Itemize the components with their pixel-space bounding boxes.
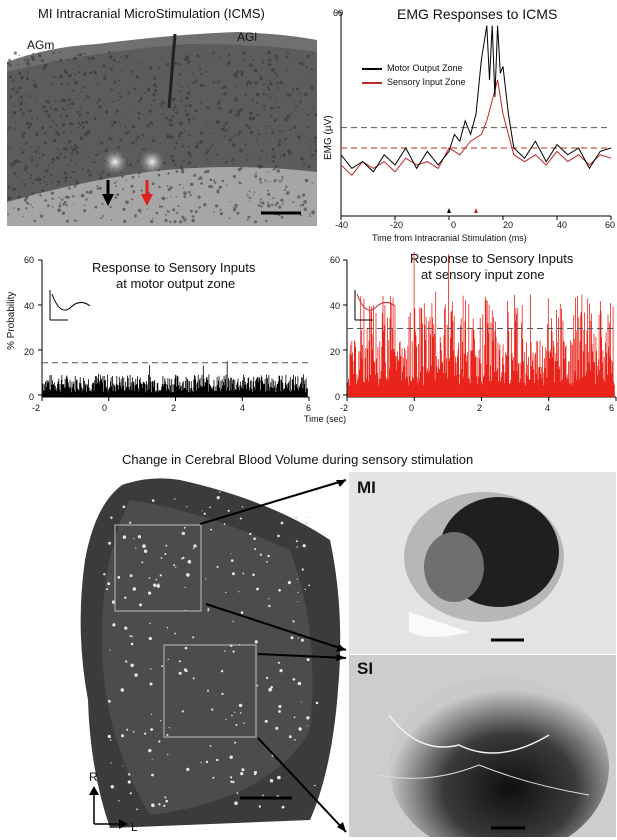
motor-ytick: 0 [29,392,35,402]
motor-xtick: -2 [32,403,41,413]
icms-histology-image: AGm AGl [7,22,317,226]
sensory-xtick: -2 [340,403,349,413]
emg-stim-marker-sensory [474,208,478,213]
emg-ylabel: EMG (µV) [323,115,334,160]
motor-xtick: 2 [171,403,177,413]
emg-xtick: 40 [557,220,568,230]
si-inset-image: SI [349,655,616,837]
sensory-xtick: 2 [477,403,483,413]
agm-label: AGm [27,38,55,52]
sensory-ytick: 0 [335,392,341,402]
sensory-ytick: 60 [330,255,341,265]
sensory-svg-inset-waveform [356,293,396,311]
motor-zone-ylabel: % Probability [6,291,17,350]
motor-ytick: 20 [24,347,35,357]
emg-xtick: 0 [451,220,457,230]
sensory-svg-bars [347,252,615,397]
mi-inset-image: MI [349,472,616,654]
motor-svg-inset-waveform [51,293,91,311]
icms-histology-title: MI Intracranial MicroStimulation (ICMS) [38,6,265,21]
motor-zone-title-2: at motor output zone [116,276,236,291]
sensory-zone-title-1: Response to Sensory Inputs [410,251,574,266]
motor-ytick: 40 [24,301,35,311]
motor-xtick: 6 [306,403,312,413]
orientation-r-label: R [89,770,98,784]
time-xlabel: Time (sec) [304,414,347,424]
cbv-brain-slice [70,470,350,835]
emg-xtick: 20 [503,220,514,230]
sensory-ytick: 40 [330,301,341,311]
emg-xtick: 60 [605,220,616,230]
cbv-connector-lines [199,479,347,833]
sensory-xtick: 6 [609,403,615,413]
emg-ytick-60: 60 [333,8,344,18]
si-inset-label: SI [357,659,374,678]
cbv-title: Change in Cerebral Blood Volume during s… [122,452,474,467]
orientation-arrows-icon [89,786,128,829]
emg-chart [337,11,612,220]
motor-zone-histogram [38,259,310,401]
motor-svg-bars [42,361,308,397]
orientation-l-label: L [131,820,138,834]
emg-chart-title: EMG Responses to ICMS [397,6,558,22]
sensory-xtick: 0 [409,403,415,413]
emg-legend-sensory: Sensory Input Zone [387,77,466,87]
sensory-xtick: 4 [545,403,551,413]
mi-inset-label: MI [357,478,376,497]
emg-stim-marker-motor [447,208,451,213]
sensory-zone-title-2: at sensory input zone [421,267,545,282]
emg-series-motor-line [340,25,612,173]
emg-legend-motor: Motor Output Zone [387,63,463,73]
emg-xlabel: Time from Intracranial Stimulation (ms) [372,233,527,243]
motor-zone-title-1: Response to Sensory Inputs [92,260,256,275]
sensory-zone-histogram [343,252,617,401]
agl-label: AGl [237,30,258,44]
emg-series-sensory-line [340,79,612,176]
sensory-ytick: 20 [330,347,341,357]
motor-ytick: 60 [24,255,35,265]
motor-xtick: 0 [102,403,108,413]
emg-xtick: -40 [335,220,349,230]
emg-xtick: -20 [390,220,404,230]
motor-xtick: 4 [240,403,246,413]
